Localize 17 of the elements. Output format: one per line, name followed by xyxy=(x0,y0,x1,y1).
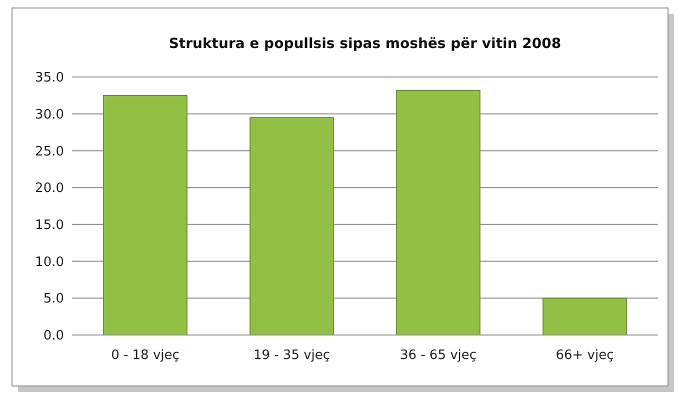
y-tick-label: 25.0 xyxy=(35,144,64,160)
bar xyxy=(250,117,334,336)
x-tick-label: 36 - 65 vjeç xyxy=(400,348,477,363)
y-tick-label: 30.0 xyxy=(35,107,64,122)
y-tick-label: 15.0 xyxy=(35,218,64,233)
y-tick-label: 35.0 xyxy=(35,70,64,86)
y-tick-label: 10.0 xyxy=(35,254,64,270)
x-tick-label: 0 - 18 vjeç xyxy=(111,348,180,363)
x-tick-label: 19 - 35 vjeç xyxy=(253,348,330,363)
y-tick-label: 5.0 xyxy=(43,292,64,307)
bar xyxy=(396,90,480,336)
chart-title: Struktura e popullsis sipas moshës për vitin 2008 xyxy=(168,36,562,52)
bar xyxy=(542,298,627,336)
y-tick-label: 20.0 xyxy=(35,181,64,196)
y-tick-label: 0.0 xyxy=(43,328,64,344)
bar xyxy=(103,95,188,336)
x-tick-label: 66+ vjeç xyxy=(556,348,614,363)
